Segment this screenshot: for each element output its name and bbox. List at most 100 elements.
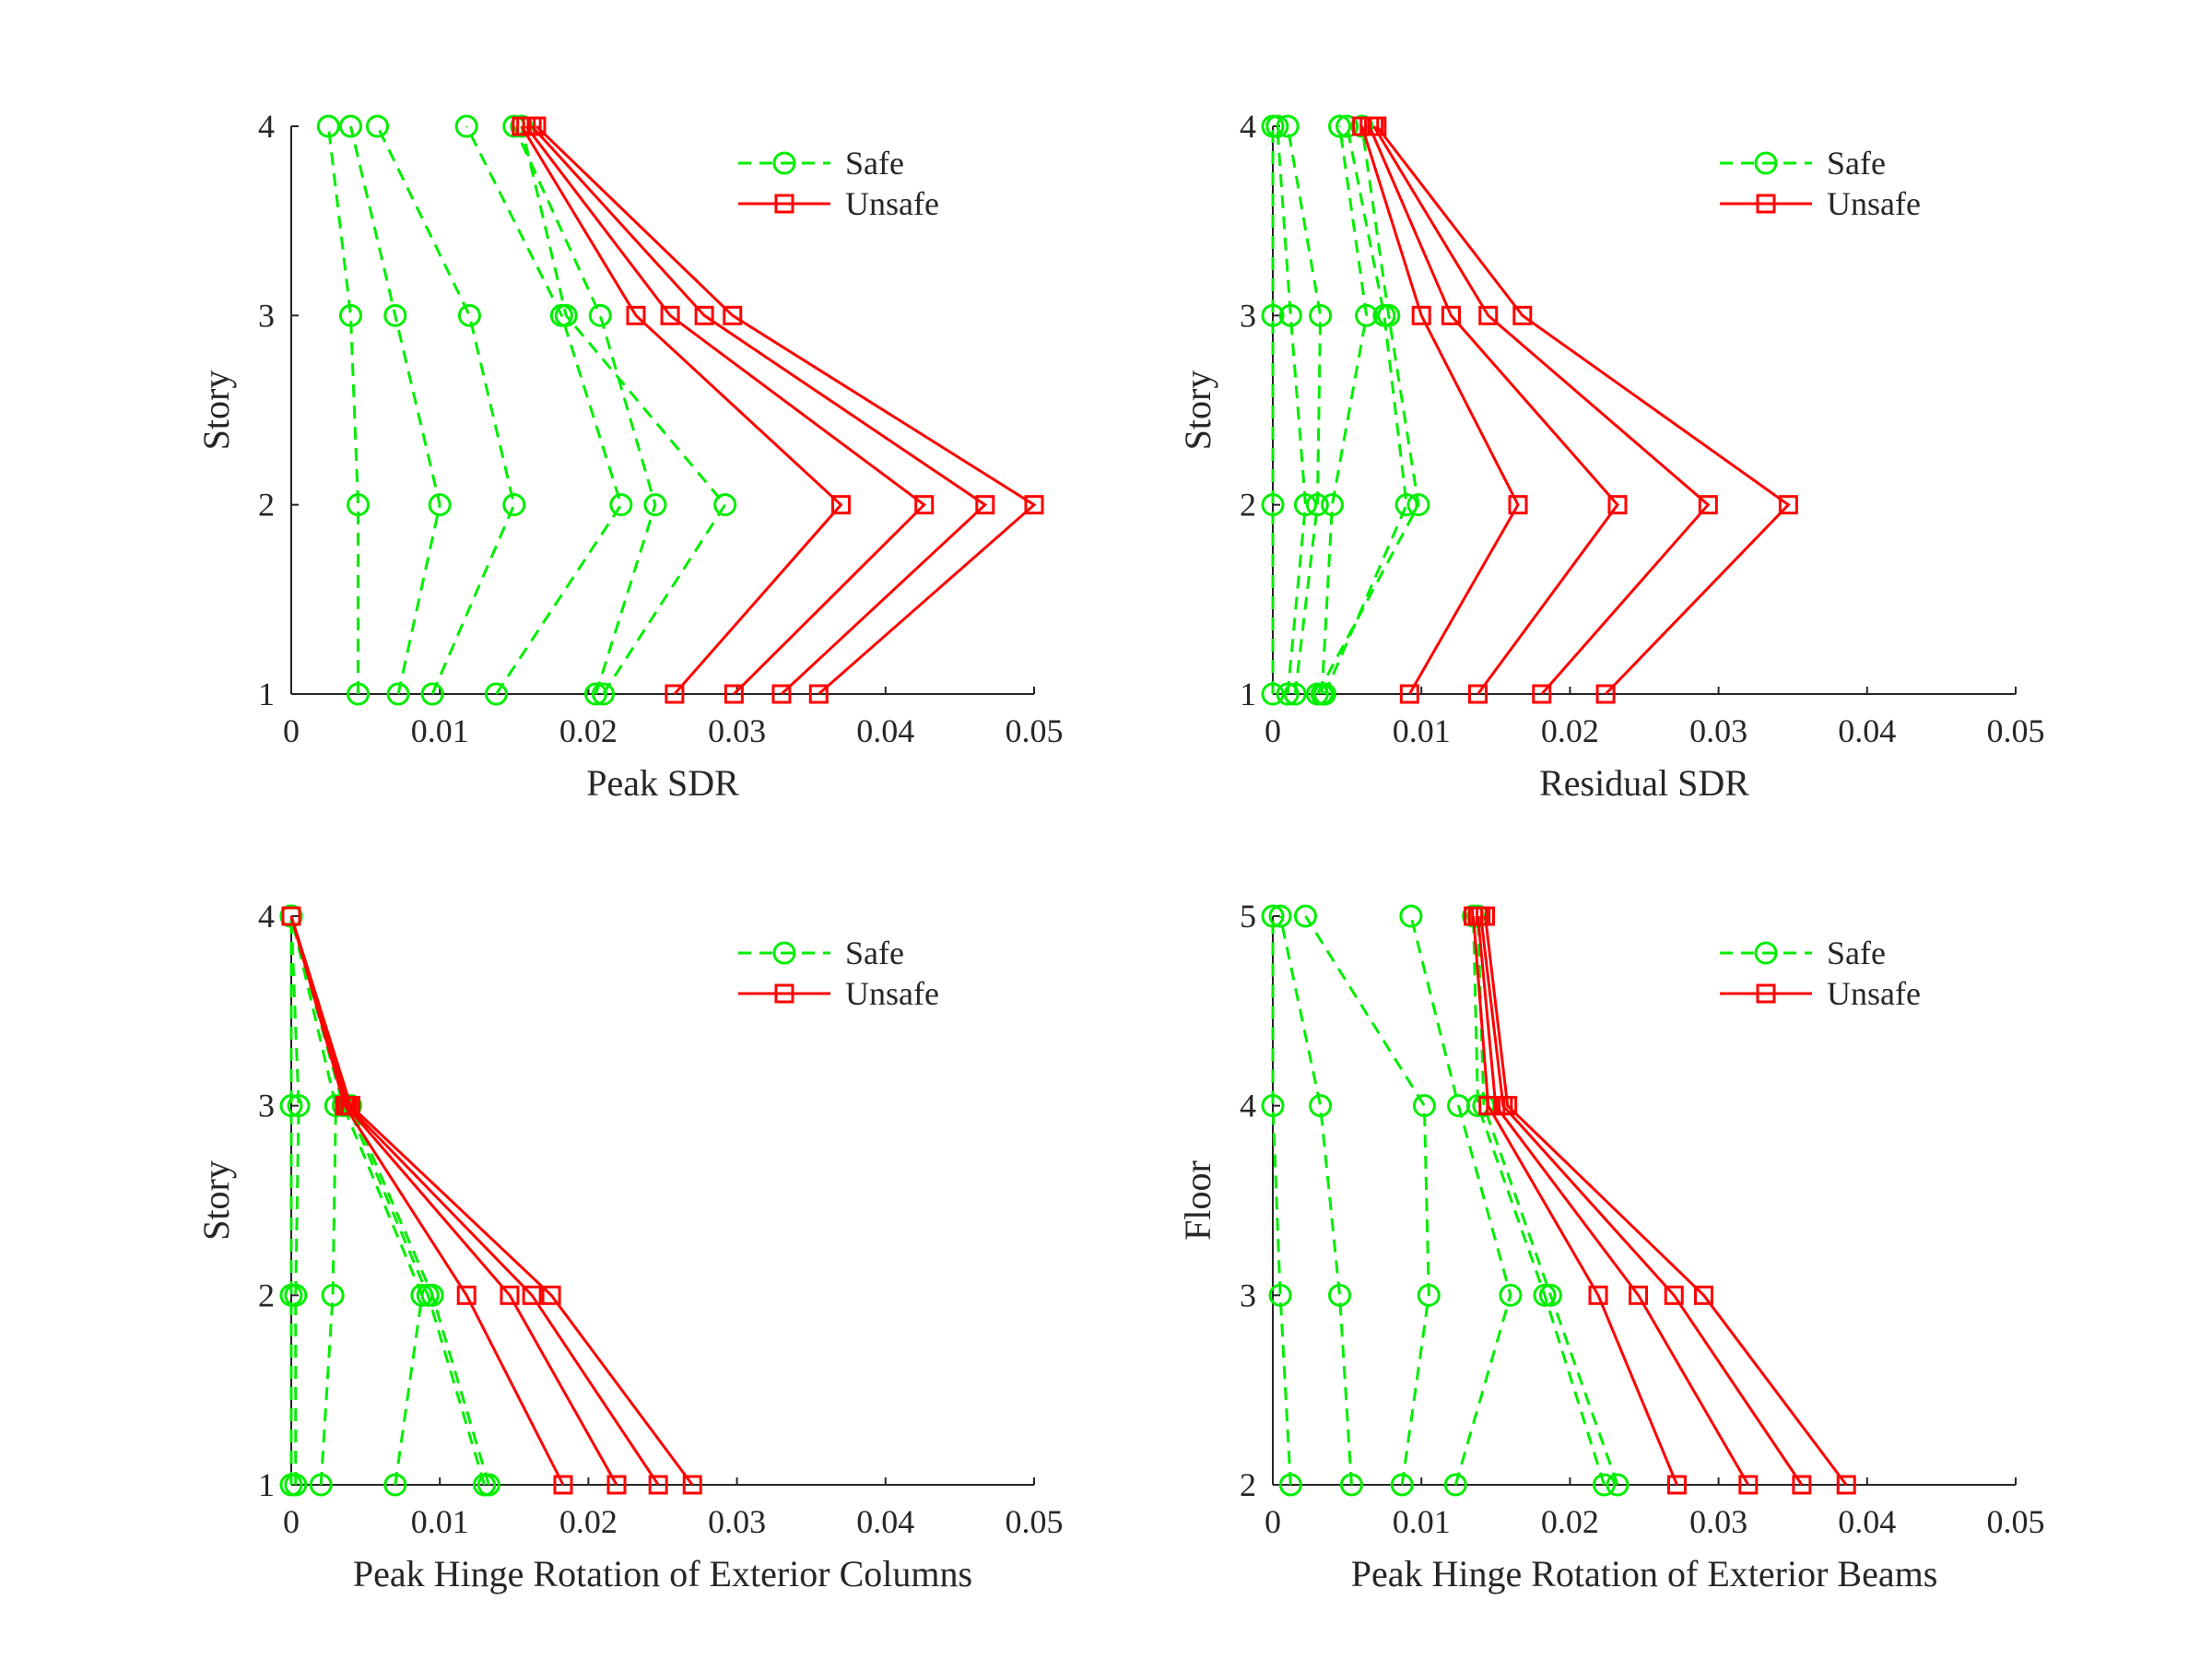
safe-point <box>279 1094 303 1118</box>
safe-series-2 <box>279 904 311 1497</box>
safe-point <box>1320 493 1344 517</box>
safe-point <box>1339 1473 1363 1497</box>
safe-point <box>1293 904 1317 928</box>
safe-point <box>1399 904 1423 928</box>
safe-point <box>347 682 371 706</box>
safe-series-line <box>1472 915 1606 1486</box>
safe-point <box>279 904 303 928</box>
safe-series-line <box>520 125 727 695</box>
y-tick-label: 4 <box>1240 108 1256 145</box>
unsafe-series-4 <box>526 116 1044 704</box>
safe-series-6 <box>1305 114 1430 706</box>
safe-series-5 <box>1312 114 1418 706</box>
unsafe-point <box>682 1475 702 1495</box>
unsafe-point <box>1778 495 1798 515</box>
legend: Safe Unsafe <box>738 935 939 1012</box>
unsafe-series-line <box>1368 125 1619 695</box>
unsafe-series-1 <box>1464 906 1687 1495</box>
safe-series-1 <box>316 114 371 706</box>
unsafe-point <box>1698 495 1718 515</box>
safe-point <box>428 493 452 517</box>
chart-panel-4: 0 0.01 0.02 0.03 0.04 0.05 2 3 4 5 Peak Hinge Rota… <box>1177 898 2045 1594</box>
unsafe-point <box>1629 1285 1649 1305</box>
safe-series-4 <box>454 114 633 706</box>
safe-point <box>713 493 737 517</box>
safe-point <box>1276 682 1300 706</box>
unsafe-point <box>1367 116 1387 136</box>
x-axis-label: Peak Hinge Rotation of Exterior Columns <box>353 1553 972 1594</box>
legend-safe-label: Safe <box>845 935 904 971</box>
safe-point <box>1390 1473 1414 1497</box>
unsafe-series-4 <box>281 906 702 1495</box>
y-tick-label: 4 <box>1240 1088 1256 1124</box>
safe-point <box>1293 493 1317 517</box>
legend-unsafe-label: Unsafe <box>845 975 939 1012</box>
safe-series-6 <box>510 114 737 706</box>
unsafe-point <box>1595 684 1616 704</box>
safe-point <box>1350 114 1374 138</box>
safe-point <box>1265 114 1289 138</box>
safe-point <box>1592 1473 1616 1497</box>
unsafe-point <box>1399 684 1419 704</box>
x-tick-label: 0.04 <box>1838 712 1896 749</box>
safe-point <box>1309 303 1333 327</box>
y-axis-label: Story <box>195 1160 237 1241</box>
safe-point <box>1538 1283 1562 1307</box>
unsafe-series-3 <box>1471 906 1812 1495</box>
safe-point <box>1394 493 1418 517</box>
safe-series-1 <box>1261 904 1302 1497</box>
safe-point <box>583 682 607 706</box>
safe-series-line <box>376 125 516 695</box>
unsafe-point <box>541 1285 561 1305</box>
safe-point <box>321 1283 345 1307</box>
y-tick-label: 3 <box>1240 297 1256 334</box>
safe-series-5 <box>502 114 667 706</box>
unsafe-point <box>914 495 935 515</box>
y-tick-label: 2 <box>258 1277 275 1313</box>
unsafe-point <box>1738 1475 1759 1495</box>
safe-point <box>1335 114 1359 138</box>
unsafe-series-line <box>520 125 843 695</box>
safe-point <box>338 114 362 138</box>
unsafe-point <box>1693 1285 1713 1305</box>
unsafe-point <box>694 305 714 325</box>
unsafe-point <box>1588 1285 1608 1305</box>
safe-point <box>643 493 667 517</box>
safe-series-line <box>289 915 487 1486</box>
unsafe-point <box>1532 684 1552 704</box>
x-tick-label: 0.05 <box>1006 1503 1064 1540</box>
safe-series-line <box>289 915 490 1486</box>
unsafe-series-line <box>1375 125 1791 696</box>
safe-point <box>1533 1283 1557 1307</box>
legend-unsafe-marker <box>1756 194 1776 214</box>
unsafe-point <box>340 1096 360 1116</box>
unsafe-point <box>606 1475 627 1495</box>
safe-series-line <box>326 125 359 694</box>
safe-series-2 <box>338 114 452 706</box>
legend-safe-marker <box>1754 151 1778 175</box>
safe-point <box>420 682 444 706</box>
unsafe-point <box>771 684 792 704</box>
safe-series-line <box>1304 915 1430 1486</box>
unsafe-series-line <box>524 125 926 696</box>
legend-unsafe-label: Unsafe <box>1827 975 1921 1012</box>
unsafe-series-line <box>1479 915 1804 1486</box>
safe-point <box>1305 493 1329 517</box>
y-axis-label: Story <box>195 371 237 451</box>
x-axis-label: Residual SDR <box>1539 762 1749 804</box>
safe-point <box>1268 1283 1292 1307</box>
x-tick-label: 0.04 <box>856 712 914 749</box>
unsafe-point <box>1792 1475 1812 1495</box>
unsafe-series-line <box>535 124 1037 696</box>
x-tick-label: 0.05 <box>1987 1503 2045 1540</box>
safe-point <box>1309 1094 1333 1118</box>
y-tick-label: 2 <box>1240 487 1256 524</box>
unsafe-point <box>1411 305 1431 325</box>
x-tick-label: 0.05 <box>1006 712 1064 749</box>
unsafe-series-4 <box>1476 906 1856 1495</box>
unsafe-point <box>553 1475 573 1495</box>
unsafe-point <box>660 305 680 325</box>
unsafe-point <box>1666 1475 1687 1495</box>
